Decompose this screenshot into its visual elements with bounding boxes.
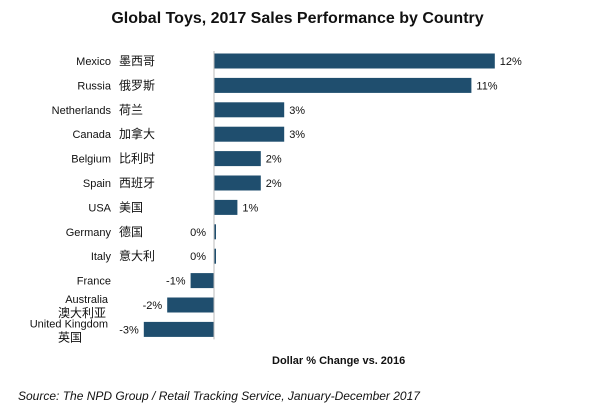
category-label-zh-4: 比利时 (119, 152, 155, 166)
value-label-5: 2% (266, 178, 282, 190)
value-label-8: 0% (190, 251, 206, 263)
category-label-zh-8: 意大利 (119, 248, 155, 263)
bar-9 (190, 273, 214, 289)
category-label-zh-0: 墨西哥 (119, 54, 155, 68)
source-note: Source: The NPD Group / Retail Tracking … (18, 389, 420, 403)
bar-3 (214, 126, 285, 142)
bar-11 (143, 321, 214, 337)
category-label-zh-5: 西班牙 (119, 176, 155, 190)
value-label-3: 3% (289, 129, 305, 141)
bar-6 (214, 199, 238, 215)
category-label-zh-2: 荷兰 (119, 103, 143, 117)
category-label-zh-7: 德国 (119, 224, 143, 239)
category-label-zh-11: 英国 (58, 330, 82, 344)
category-label-zh-10: 澳大利亚 (58, 306, 106, 320)
value-label-2: 3% (289, 105, 305, 117)
bar-8 (214, 248, 216, 264)
category-label-zh-6: 美国 (119, 200, 143, 214)
category-label-5: Spain (83, 178, 111, 190)
category-label-10: Australia (65, 294, 109, 306)
category-label-4: Belgium (71, 154, 111, 166)
category-label-zh-3: 加拿大 (119, 126, 155, 141)
value-label-11: -3% (119, 324, 139, 336)
value-label-6: 1% (242, 202, 258, 214)
x-axis-label: Dollar % Change vs. 2016 (272, 355, 406, 367)
bar-10 (167, 297, 214, 313)
value-label-1: 11% (476, 80, 497, 92)
bar-5 (214, 175, 261, 191)
category-label-2: Netherlands (52, 105, 112, 117)
value-label-7: 0% (190, 227, 206, 239)
bar-1 (214, 77, 472, 93)
value-label-9: -1% (166, 276, 186, 288)
chart-title: Global Toys, 2017 Sales Performance by C… (111, 10, 484, 27)
category-label-3: Canada (72, 129, 111, 141)
category-label-zh-1: 俄罗斯 (119, 78, 155, 92)
category-label-9: France (77, 276, 111, 288)
bar-2 (214, 102, 285, 118)
bar-0 (214, 53, 495, 69)
category-label-6: USA (88, 202, 111, 214)
bar-7 (214, 224, 216, 240)
bar-4 (214, 151, 261, 167)
category-label-11: United Kingdom (30, 318, 108, 330)
value-label-4: 2% (266, 154, 282, 166)
category-label-7: Germany (66, 227, 112, 239)
value-label-0: 12% (500, 56, 522, 68)
category-label-8: Italy (91, 251, 112, 263)
category-label-1: Russia (77, 80, 112, 92)
category-label-0: Mexico (76, 56, 111, 68)
value-label-10: -2% (143, 300, 163, 312)
